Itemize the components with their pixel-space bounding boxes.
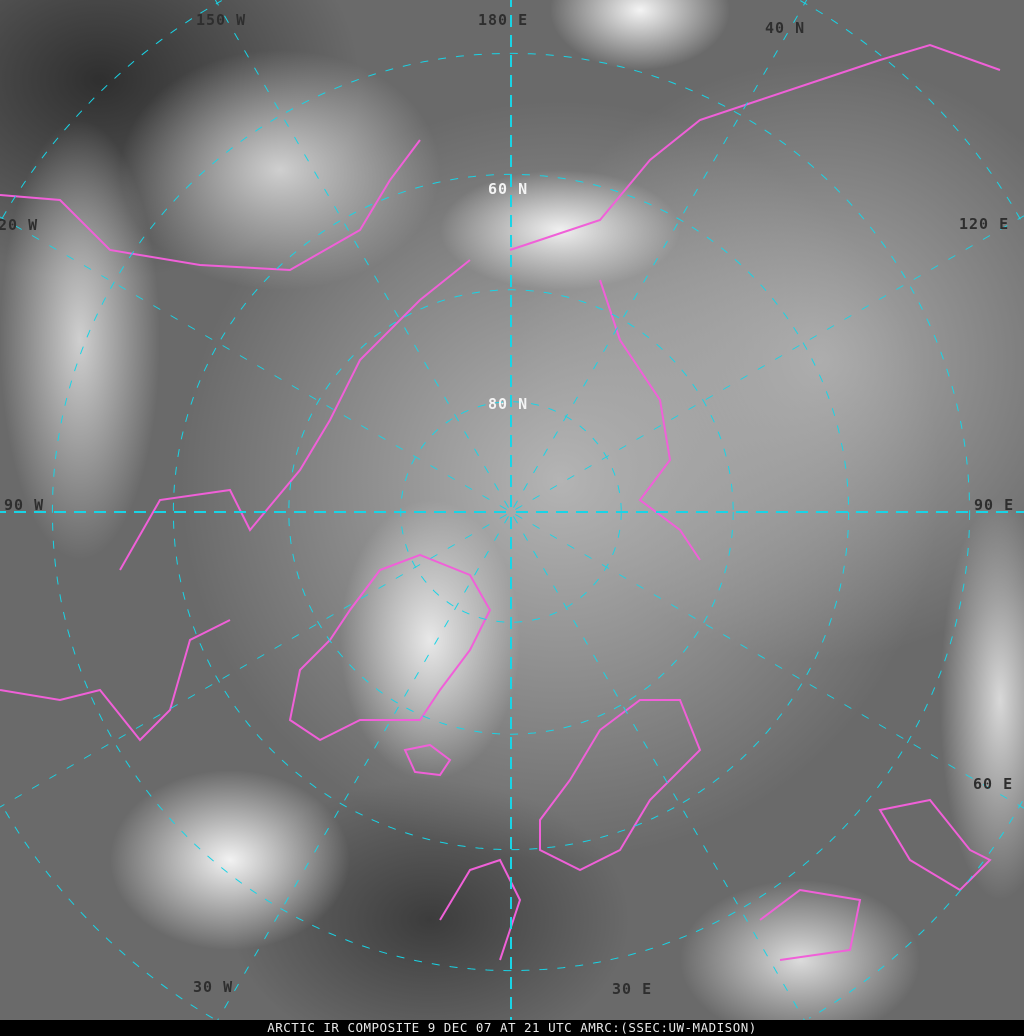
coastline-greenland [288, 553, 492, 742]
meridian-150 [513, 0, 808, 508]
coastline-iceland [403, 743, 452, 777]
latitude-circle-80 [400, 401, 622, 623]
coastline-scandinavia [539, 699, 702, 872]
coastline-canada [0, 259, 471, 742]
latitude-circle-50 [51, 52, 971, 972]
coastline-alaska [0, 139, 421, 272]
meridian--150 [214, 0, 509, 508]
label-30w: 30 W [193, 978, 234, 996]
label-150w: 150 W [196, 11, 247, 29]
coastline-siberia [509, 43, 1001, 561]
label-120e: 120 E [959, 215, 1010, 233]
label-90w: 90 W [4, 496, 45, 514]
label-30e: 30 E [612, 980, 653, 998]
meridian--60 [0, 514, 507, 808]
meridian-120 [515, 215, 1024, 510]
label-40n: 40 N [765, 19, 806, 37]
meridian--30 [217, 516, 509, 1020]
label-60e: 60 E [973, 775, 1014, 793]
latitude-circle-60 [172, 173, 850, 851]
label-60n: 60 N [488, 180, 529, 198]
meridian-60 [515, 514, 1024, 809]
coastline-europe [439, 798, 992, 961]
label-120w: 120 W [0, 216, 39, 234]
label-80n: 80 N [488, 395, 529, 413]
meridian-30 [513, 516, 805, 1020]
image-caption: ARCTIC IR COMPOSITE 9 DEC 07 AT 21 UTC A… [0, 1020, 1024, 1036]
meridian--120 [0, 216, 507, 510]
label-90e: 90 E [974, 496, 1015, 514]
coastlines [0, 43, 1001, 961]
label-180e: 180 E [478, 11, 529, 29]
